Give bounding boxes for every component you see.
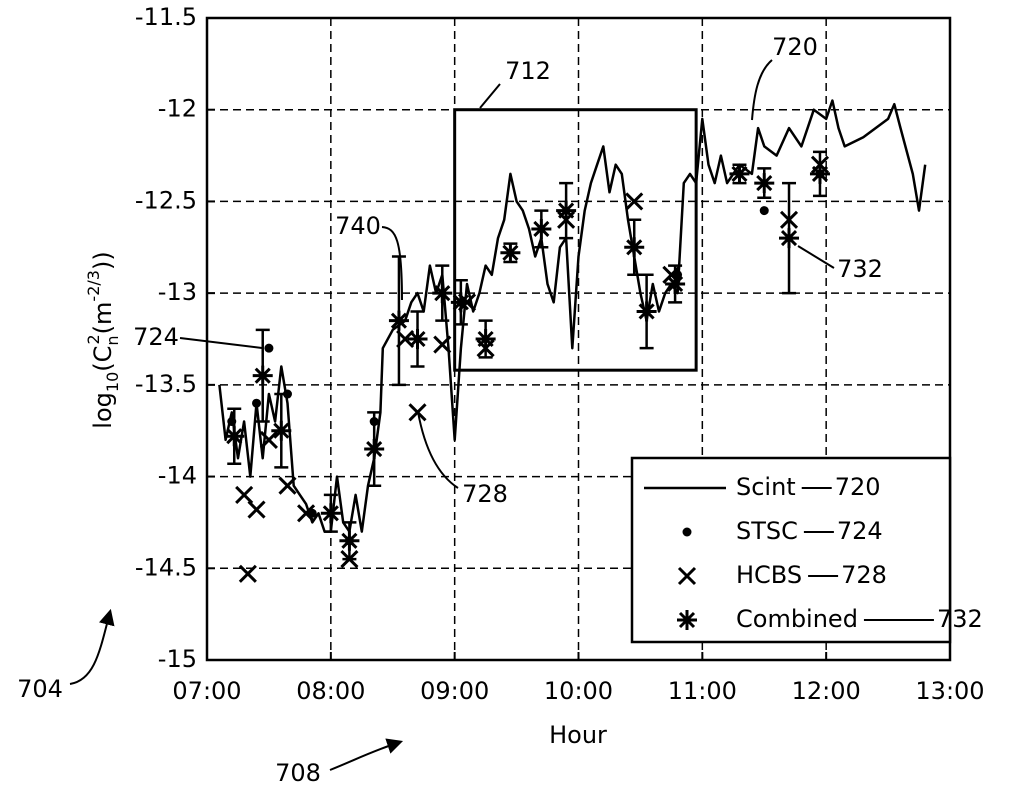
highlight-box xyxy=(453,108,698,372)
y-axis-title-part: )) xyxy=(89,251,117,270)
asterisk-marker xyxy=(224,426,245,447)
x-tick-label: 12:00 xyxy=(792,677,861,705)
legend-swatch xyxy=(677,610,697,630)
y-tick-label: -11.5 xyxy=(135,3,197,31)
cross-marker xyxy=(247,500,266,519)
y-axis-title-part: n xyxy=(103,335,122,345)
leader-line xyxy=(479,83,501,109)
leader-line xyxy=(751,59,773,121)
leader-line xyxy=(381,226,403,301)
annotation: 724 xyxy=(133,323,179,351)
asterisk-marker xyxy=(339,530,360,551)
asterisk-marker xyxy=(500,242,521,263)
y-tick-label: -14.5 xyxy=(135,553,197,581)
legend-ref: 720 xyxy=(835,473,881,501)
asterisk-marker xyxy=(624,237,645,258)
legend-ref: 724 xyxy=(837,517,883,545)
cross-marker xyxy=(235,485,254,504)
annotation-arrow xyxy=(69,608,115,685)
x-tick-label: 10:00 xyxy=(544,677,613,705)
x-tick-label: 11:00 xyxy=(668,677,737,705)
dot-marker xyxy=(252,398,262,408)
cross-marker xyxy=(297,504,316,523)
y-axis-title-part: (C xyxy=(89,346,117,372)
legend-swatch xyxy=(682,527,692,537)
dot-marker xyxy=(759,206,769,216)
y-tick-label: -15 xyxy=(158,645,197,673)
annotation: 708 xyxy=(275,759,321,787)
leader-line xyxy=(797,245,835,269)
legend-label: HCBS xyxy=(736,561,802,589)
annotation: 720 xyxy=(772,33,818,61)
asterisk-marker xyxy=(531,218,552,239)
asterisk-marker xyxy=(271,420,292,441)
asterisk-marker xyxy=(556,200,577,221)
annotation-arrow xyxy=(329,738,404,771)
annotation: 740 xyxy=(335,212,381,240)
plot-frame xyxy=(205,16,952,662)
legend-swatch xyxy=(677,566,697,586)
annotation: 704 xyxy=(17,675,63,703)
asterisk-marker xyxy=(729,163,750,184)
y-tick-label: -13 xyxy=(158,278,197,306)
y-tick-label: -12.5 xyxy=(135,186,197,214)
asterisk-marker xyxy=(364,439,385,460)
annotation: 728 xyxy=(462,480,508,508)
y-axis-title-part: (m xyxy=(89,302,117,335)
y-tick-label: -14 xyxy=(158,462,197,490)
cross-marker xyxy=(433,335,452,354)
annotation: 732 xyxy=(837,255,883,283)
asterisk-marker xyxy=(407,329,428,349)
legend-label: Scint xyxy=(736,473,796,501)
x-tick-label: 13:00 xyxy=(915,677,984,705)
asterisk-marker xyxy=(432,283,453,304)
x-axis-title: Hour xyxy=(549,721,607,749)
leader-line xyxy=(417,411,459,489)
y-axis-title-part: log xyxy=(89,392,117,429)
cross-marker xyxy=(259,430,278,449)
asterisk-marker xyxy=(636,301,657,322)
asterisk-marker xyxy=(388,310,409,331)
x-tick-label: 07:00 xyxy=(172,677,241,705)
scint-line xyxy=(218,99,927,533)
annotation: 712 xyxy=(505,57,551,85)
leader-line xyxy=(179,337,263,349)
asterisk-marker xyxy=(754,173,775,194)
cross-marker xyxy=(278,476,297,495)
y-tick-label: -13.5 xyxy=(135,370,197,398)
y-axis-title-part: -2/3 xyxy=(84,270,103,302)
y-axis-title-part: 10 xyxy=(103,372,122,392)
y-axis-title: log10(Cn2(m-2/3)) xyxy=(84,251,122,428)
legend-label: STSC xyxy=(736,517,798,545)
y-axis-title-part: 2 xyxy=(84,334,103,344)
asterisk-marker xyxy=(475,329,496,349)
x-tick-label: 09:00 xyxy=(420,677,489,705)
cross-marker xyxy=(662,265,681,284)
x-tick-label: 08:00 xyxy=(296,677,365,705)
dot-marker xyxy=(264,343,274,353)
asterisk-marker xyxy=(450,292,471,313)
cross-marker xyxy=(625,192,644,211)
asterisk-marker xyxy=(320,503,341,524)
y-tick-label: -12 xyxy=(158,95,197,123)
legend-ref: 728 xyxy=(841,561,887,589)
asterisk-marker xyxy=(809,163,830,184)
asterisk-marker xyxy=(252,365,273,386)
asterisk-marker xyxy=(779,228,800,249)
legend-label: Combined xyxy=(736,605,858,633)
cross-marker xyxy=(238,564,257,583)
asterisk-marker xyxy=(665,273,686,294)
legend-ref: 732 xyxy=(937,605,983,633)
